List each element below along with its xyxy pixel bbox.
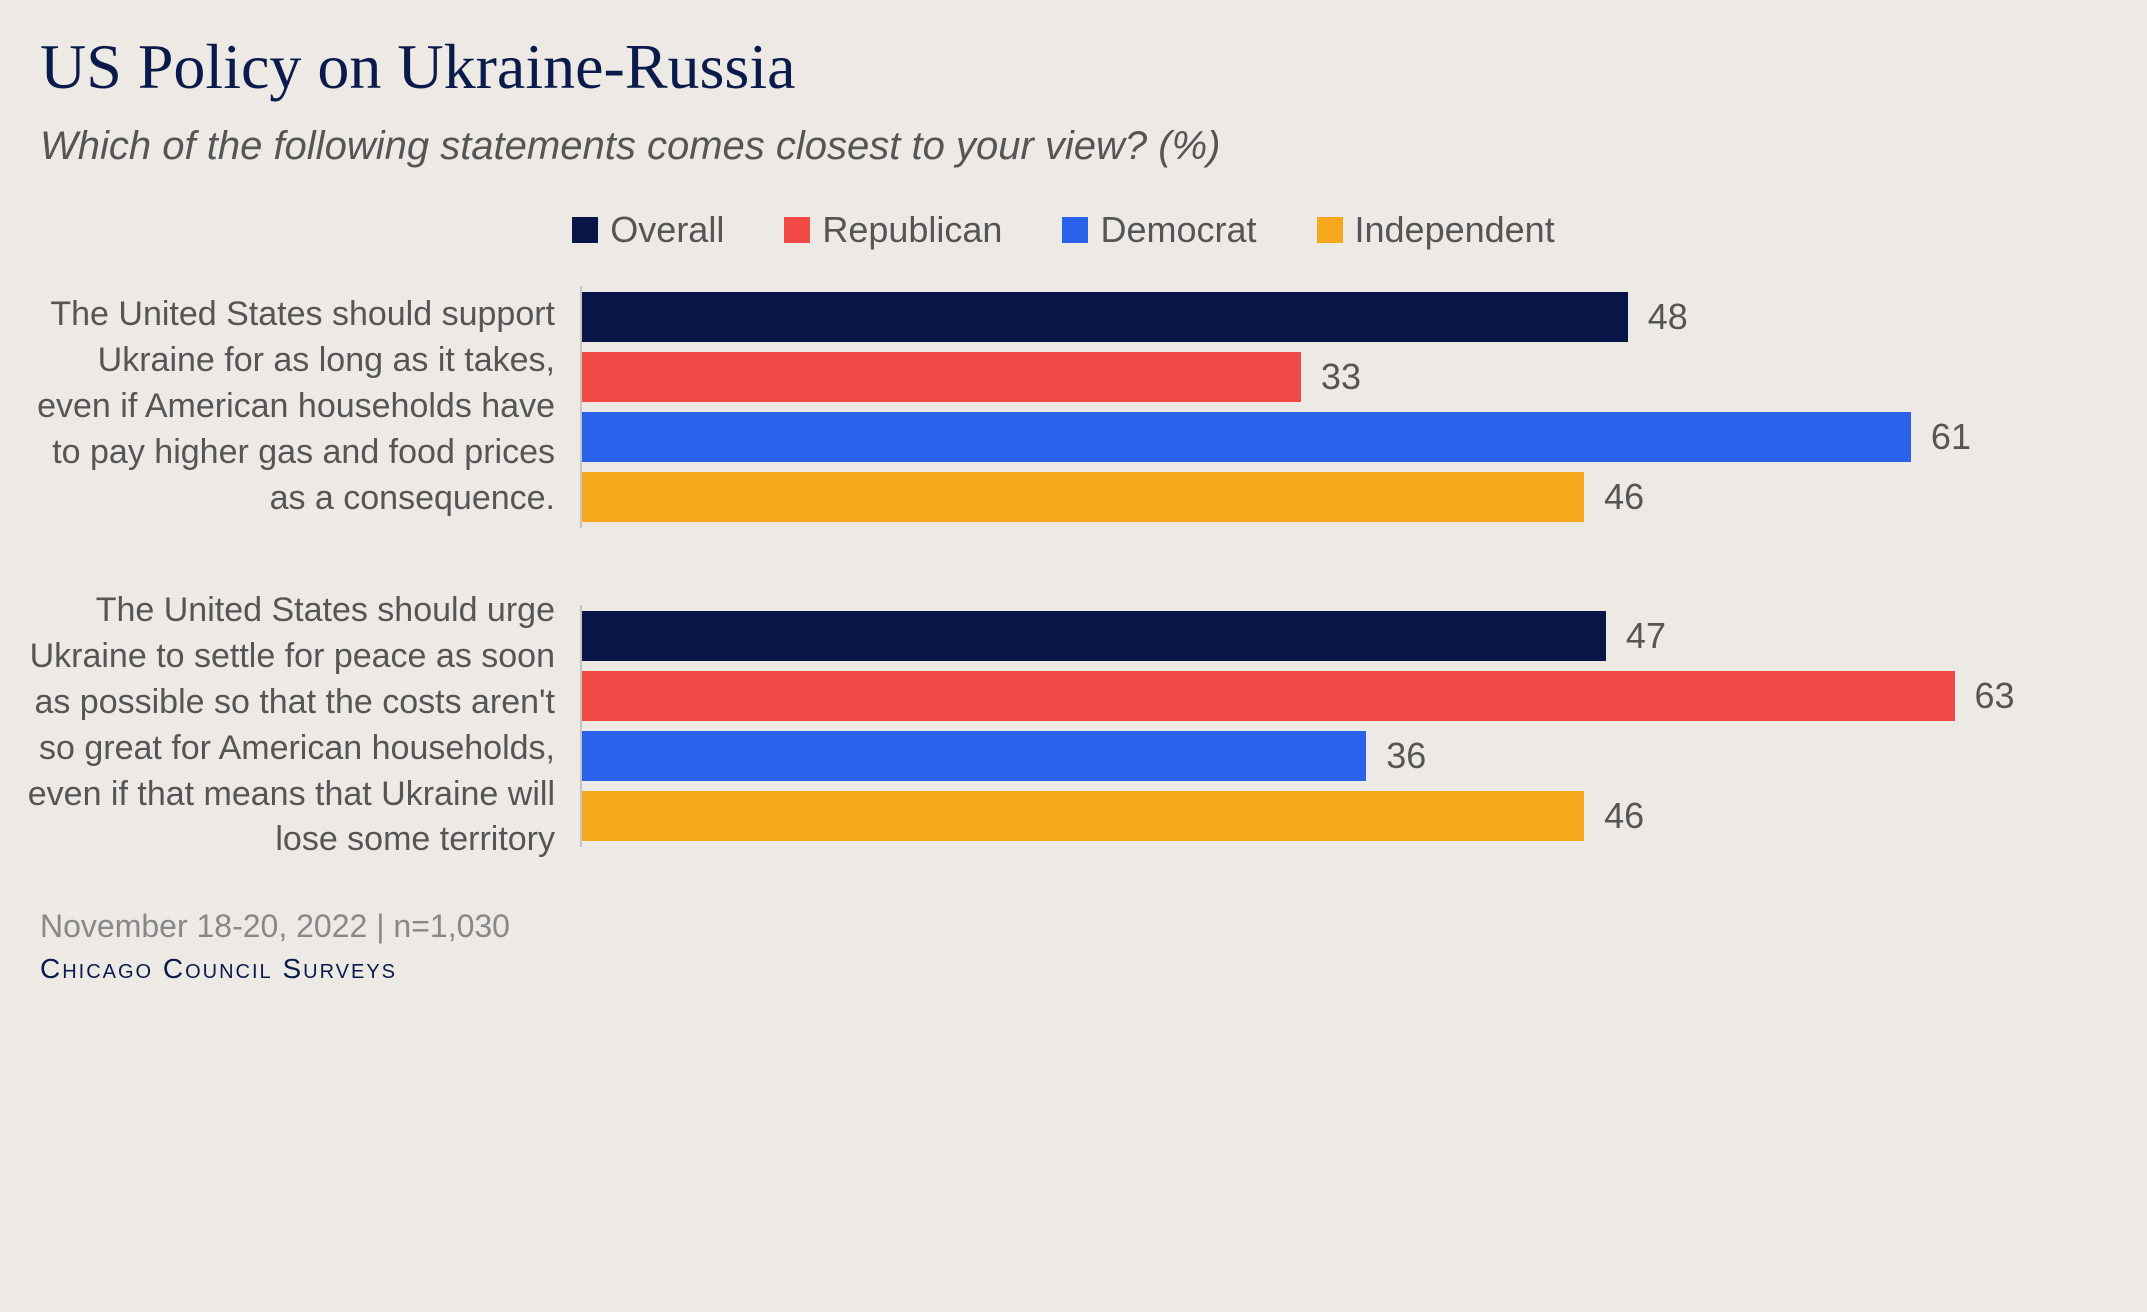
legend-swatch [784,217,810,243]
chart-footer: November 18-20, 2022 | n=1,030 Chicago C… [40,908,2107,985]
bar-row: 46 [582,791,2107,841]
legend-item: Overall [572,209,724,251]
bar-value-label: 63 [1975,675,2015,717]
bar [582,292,1628,342]
chart-legend: Overall Republican Democrat Independent [20,209,2107,251]
bar-chart: The United States should support Ukraine… [20,286,2107,863]
bar [582,611,1606,661]
legend-label: Overall [610,209,724,251]
bar-row: 33 [582,352,2107,402]
bar-value-label: 61 [1931,416,1971,458]
legend-label: Democrat [1100,209,1256,251]
source-attribution: Chicago Council Surveys [40,953,2107,985]
bar-row: 46 [582,472,2107,522]
legend-item: Independent [1317,209,1555,251]
legend-swatch [1062,217,1088,243]
bar-value-label: 48 [1648,296,1688,338]
legend-swatch [572,217,598,243]
bar-value-label: 47 [1626,615,1666,657]
bar-row: 36 [582,731,2107,781]
footnote: November 18-20, 2022 | n=1,030 [40,908,2107,945]
bar [582,671,1955,721]
legend-label: Independent [1355,209,1555,251]
bar-group: The United States should support Ukraine… [20,286,2107,528]
legend-item: Republican [784,209,1002,251]
legend-swatch [1317,217,1343,243]
bar [582,352,1301,402]
legend-item: Democrat [1062,209,1256,251]
bar [582,412,1911,462]
bar-row: 48 [582,292,2107,342]
bar-value-label: 46 [1604,795,1644,837]
bar-row: 47 [582,611,2107,661]
legend-label: Republican [822,209,1002,251]
chart-subtitle: Which of the following statements comes … [40,124,2107,169]
bars-container: 48 33 61 46 [580,286,2107,528]
bar-group: The United States should urge Ukraine to… [20,588,2107,863]
bar [582,472,1584,522]
bar-value-label: 33 [1321,356,1361,398]
bar-row: 61 [582,412,2107,462]
bar-row: 63 [582,671,2107,721]
chart-title: US Policy on Ukraine-Russia [40,30,2107,104]
bar [582,791,1584,841]
category-label: The United States should urge Ukraine to… [20,588,580,863]
bars-container: 47 63 36 46 [580,605,2107,847]
bar [582,731,1366,781]
bar-value-label: 36 [1386,735,1426,777]
category-label: The United States should support Ukraine… [20,292,580,521]
bar-value-label: 46 [1604,476,1644,518]
